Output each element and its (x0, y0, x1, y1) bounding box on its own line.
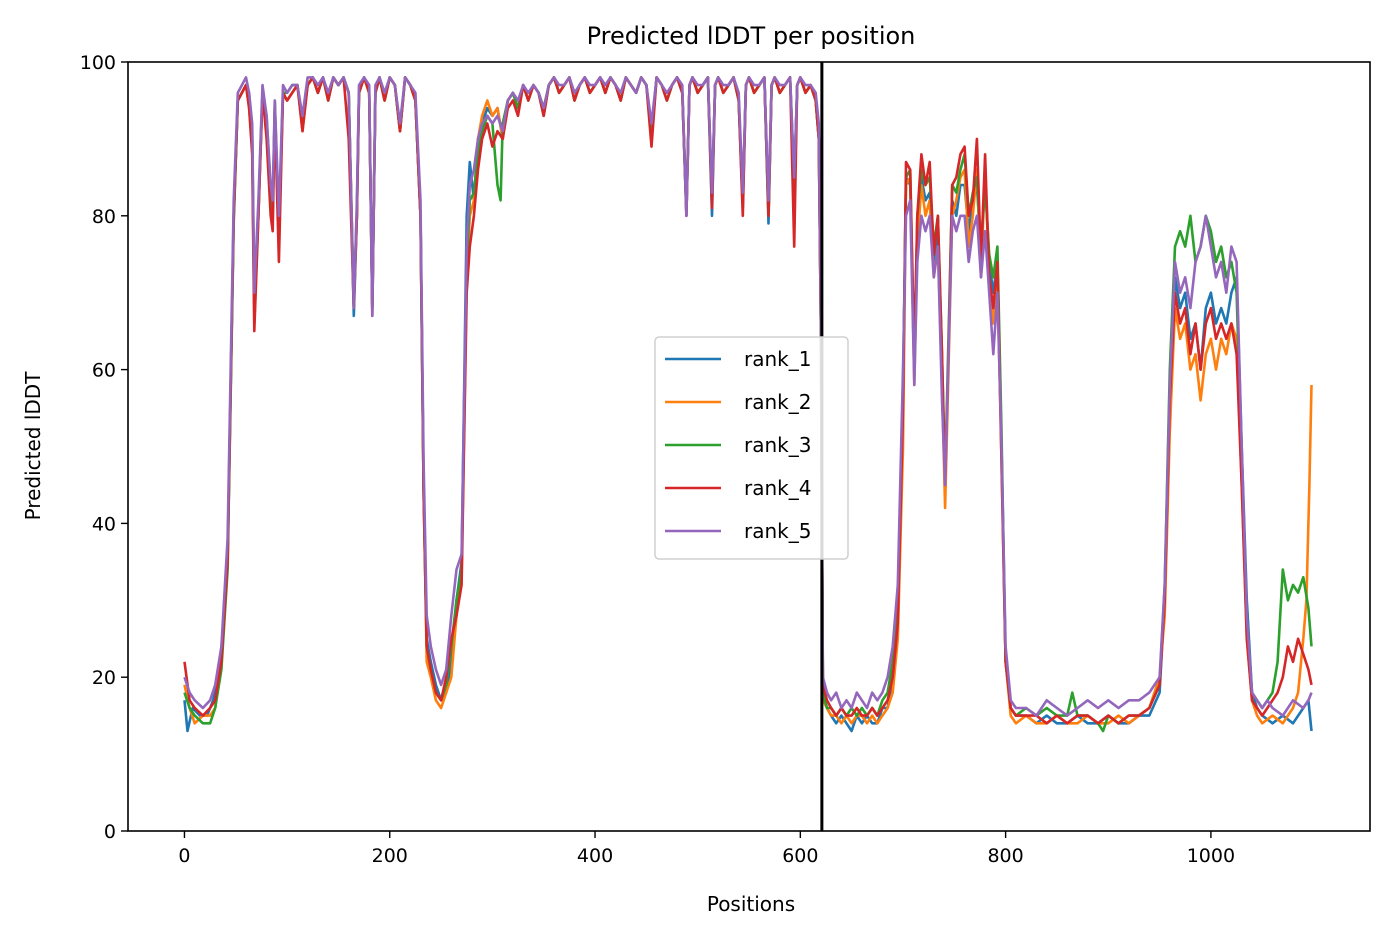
legend: rank_1 rank_2 rank_3 rank_4 rank_5 (654, 336, 849, 560)
y-tick-label: 80 (92, 206, 116, 228)
x-tick-label: 600 (782, 845, 818, 867)
y-tick-label: 40 (92, 513, 116, 535)
legend-label-rank_2: rank_2 (744, 390, 811, 414)
series-line-rank_5 (183, 76, 1313, 717)
x-tick-label: 1000 (1187, 845, 1235, 867)
y-tick-label: 20 (92, 667, 116, 689)
y-axis: 0 20 40 60 80 100 (80, 52, 128, 843)
x-axis-label: Positions (707, 892, 795, 916)
y-axis-label: Predicted lDDT (21, 371, 45, 521)
x-axis: 0 200 400 600 800 1000 (178, 831, 1235, 867)
legend-label-rank_5: rank_5 (744, 519, 811, 543)
x-tick-label: 200 (372, 845, 408, 867)
legend-label-rank_1: rank_1 (744, 347, 811, 371)
x-tick-label: 0 (178, 845, 190, 867)
y-tick-label: 100 (80, 52, 116, 74)
x-tick-label: 800 (987, 845, 1023, 867)
legend-box (654, 336, 849, 560)
legend-label-rank_3: rank_3 (744, 433, 811, 457)
plot-frame (127, 61, 1371, 832)
series-layer (183, 76, 1313, 733)
chart-title: Predicted lDDT per position (587, 22, 916, 50)
legend-label-rank_4: rank_4 (744, 476, 811, 500)
y-tick-label: 60 (92, 360, 116, 382)
x-tick-label: 400 (577, 845, 613, 867)
y-tick-label: 0 (104, 821, 116, 843)
